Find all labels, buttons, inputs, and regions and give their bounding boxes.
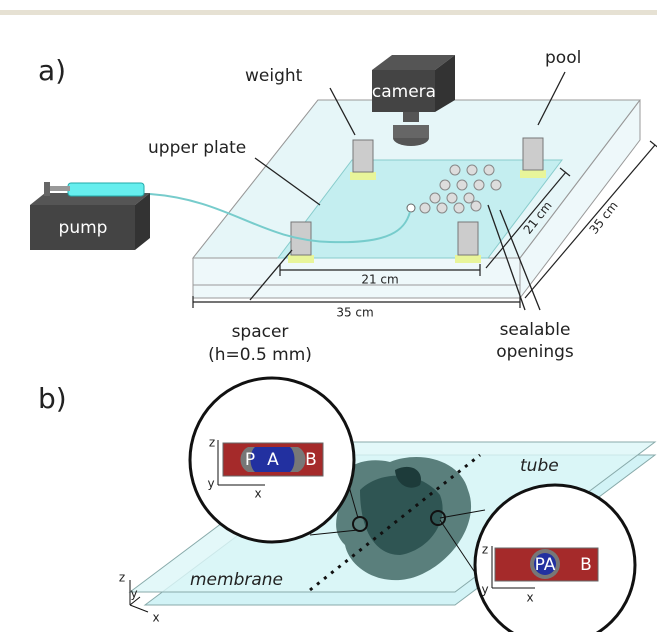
membrane-label: membrane (190, 570, 283, 590)
inset-right (473, 483, 637, 632)
spacers (288, 170, 546, 263)
weights (290, 137, 544, 256)
pump-label: pump (59, 218, 108, 238)
inset-left (188, 376, 356, 544)
region-label: B (580, 555, 592, 575)
openings (419, 164, 502, 214)
inlet (406, 203, 416, 213)
cut-line (309, 453, 481, 592)
camera-label: camera (372, 82, 436, 102)
axis-label: y (207, 477, 214, 491)
axis-label: z (209, 436, 215, 450)
axis-label: x (526, 591, 533, 605)
tube-label: tube (520, 456, 559, 476)
axis-label: x (254, 487, 261, 501)
axes-glyph (129, 580, 149, 613)
weight-label: weight (245, 66, 303, 86)
pump-tube (149, 193, 411, 244)
axis-label: x (152, 611, 159, 625)
dimension-lines (192, 140, 657, 308)
openings-label: openings (496, 342, 574, 362)
dimension-label: 35 cm (336, 306, 373, 320)
axis-label: z (482, 543, 488, 557)
camera-body (372, 55, 455, 146)
region-label: PA (535, 555, 556, 575)
axis-label: z (119, 571, 125, 585)
zoom-marker (352, 516, 368, 532)
pool-label: pool (545, 48, 581, 68)
spacer-label: spacer (232, 322, 289, 342)
pump-body (30, 182, 150, 250)
dimension-label: 21 cm (361, 273, 398, 287)
zoom-marker (430, 510, 446, 526)
region-label: A (267, 450, 279, 470)
axis-label: y (130, 587, 137, 601)
openings-label: sealable (500, 320, 571, 340)
spacer-height: (h=0.5 mm) (208, 345, 312, 365)
panel-label: b) (38, 382, 67, 415)
axis-label: y (481, 583, 488, 597)
upper-plate-label: upper plate (148, 138, 246, 158)
top-band (0, 10, 657, 15)
region-label: B (305, 450, 317, 470)
panel-label: a) (38, 54, 66, 87)
region-label: P (245, 450, 255, 470)
arrows (249, 71, 566, 311)
